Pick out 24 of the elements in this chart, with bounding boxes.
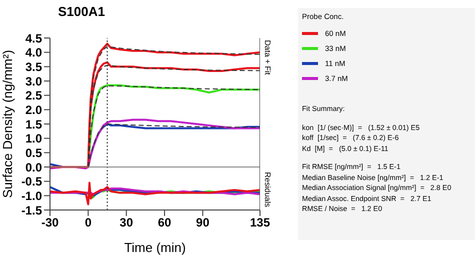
x-tick-label: 60 bbox=[158, 216, 172, 230]
x-tick-label: -30 bbox=[41, 216, 59, 230]
chart-title: S100A1 bbox=[58, 4, 105, 19]
text: Residuals bbox=[263, 172, 272, 208]
y-tick-label: 0.0 bbox=[25, 160, 42, 174]
text: Data + Fit bbox=[263, 40, 272, 75]
y-tick-label: -1.0 bbox=[21, 188, 42, 203]
y-axis-title: Surface Density (ng/mm²) bbox=[0, 50, 15, 198]
y-tick-label: 4.0 bbox=[25, 46, 42, 60]
y-tick-label: 1.5 bbox=[25, 117, 42, 132]
x-tick-label: 90 bbox=[196, 216, 210, 230]
x-tick-label: 135 bbox=[250, 216, 270, 230]
y-tick-label: 3.0 bbox=[25, 74, 42, 88]
y-tick-label: 0.5 bbox=[25, 146, 42, 160]
y-tick-label: -0.5 bbox=[21, 174, 42, 189]
y-tick-label: 2.5 bbox=[25, 88, 42, 103]
x-tick-label: 0 bbox=[84, 216, 92, 230]
y-tick-label: 2.0 bbox=[25, 102, 42, 117]
y-tick-label: -1.5 bbox=[21, 203, 42, 218]
x-tick-label: 30 bbox=[120, 216, 134, 230]
y-tick-label: 3.5 bbox=[25, 60, 42, 74]
x-axis-title: Time (min) bbox=[124, 240, 186, 255]
y-tick-label: 1.0 bbox=[25, 132, 42, 146]
y-tick-label: 4.5 bbox=[25, 31, 42, 46]
